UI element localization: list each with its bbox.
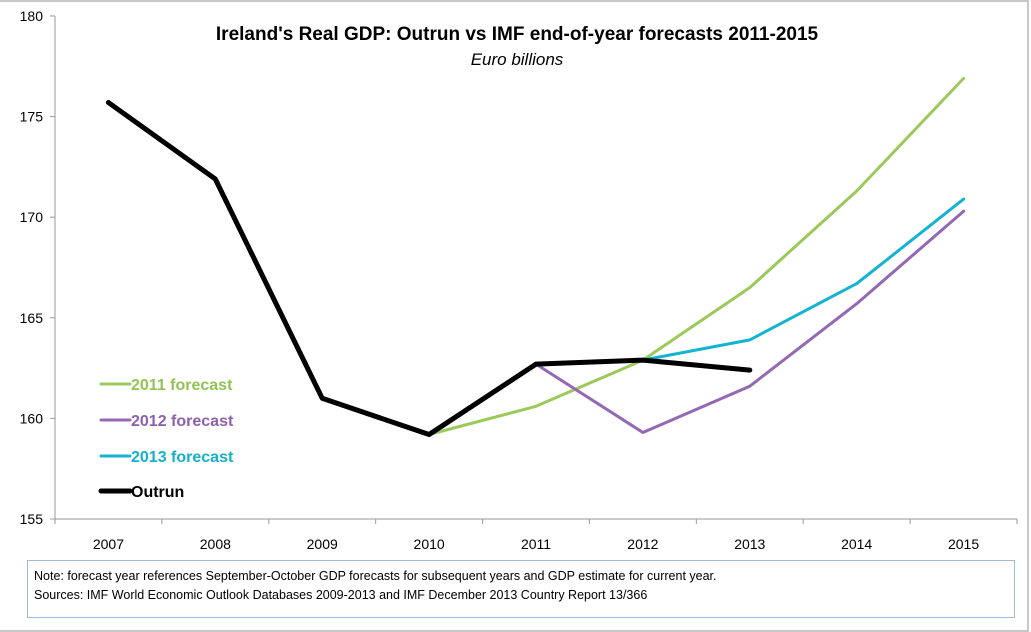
legend-label: Outrun bbox=[131, 484, 184, 501]
x-tick-label: 2014 bbox=[841, 536, 872, 552]
x-tick-label: 2011 bbox=[521, 536, 551, 552]
y-tick-label: 165 bbox=[20, 310, 44, 326]
x-tick-label: 2008 bbox=[200, 536, 231, 552]
y-tick-label: 160 bbox=[20, 410, 44, 426]
sources-text: Sources: IMF World Economic Outlook Data… bbox=[34, 588, 648, 602]
x-tick-label: 2009 bbox=[307, 536, 338, 552]
x-tick-label: 2013 bbox=[734, 536, 765, 552]
legend-item: 2013 forecast bbox=[99, 449, 234, 466]
series-line-2011-forecast bbox=[427, 76, 966, 436]
y-tick-label: 180 bbox=[20, 8, 44, 24]
x-tick-label: 2007 bbox=[93, 536, 124, 552]
legend-label: 2011 forecast bbox=[131, 377, 233, 394]
y-tick-label: 175 bbox=[20, 109, 44, 125]
note-text: Note: forecast year references September… bbox=[34, 569, 717, 583]
x-tick-label: 2012 bbox=[627, 536, 658, 552]
note-box: Note: forecast year references September… bbox=[27, 560, 1015, 618]
y-tick-label: 170 bbox=[20, 209, 44, 225]
series-line-2013-forecast bbox=[641, 197, 966, 362]
legend-label: 2012 forecast bbox=[131, 413, 234, 430]
series-line-outrun bbox=[105, 100, 753, 437]
x-tick-label: 2015 bbox=[948, 536, 979, 552]
legend-item: Outrun bbox=[98, 484, 184, 501]
chart-subtitle: Euro billions bbox=[471, 50, 564, 69]
line-chart: Ireland's Real GDP: Outrun vs IMF end-of… bbox=[20, 8, 1018, 552]
x-tick-label: 2010 bbox=[414, 536, 445, 552]
legend-item: 2012 forecast bbox=[99, 413, 234, 430]
y-tick-label: 155 bbox=[20, 511, 44, 527]
legend-item: 2011 forecast bbox=[99, 377, 233, 394]
legend-label: 2013 forecast bbox=[131, 449, 234, 466]
series-line-2012-forecast bbox=[534, 209, 966, 434]
chart-title: Ireland's Real GDP: Outrun vs IMF end-of… bbox=[216, 24, 819, 45]
